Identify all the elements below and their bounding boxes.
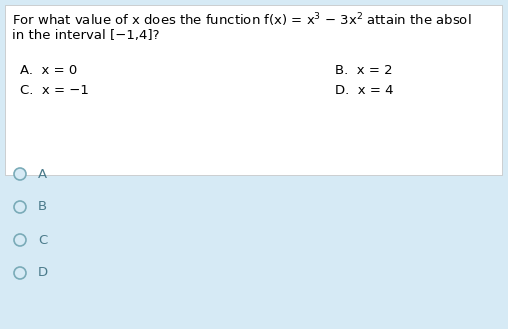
Circle shape	[14, 201, 26, 213]
Text: B.  x = 2: B. x = 2	[335, 64, 393, 77]
Circle shape	[14, 267, 26, 279]
FancyBboxPatch shape	[5, 5, 502, 175]
Text: in the interval [−1,4]?: in the interval [−1,4]?	[12, 29, 160, 42]
Circle shape	[14, 234, 26, 246]
Text: For what value of x does the function f(x) = x$^3$ $-$ 3x$^2$ attain the absol: For what value of x does the function f(…	[12, 11, 471, 29]
Text: C: C	[38, 234, 47, 246]
Circle shape	[14, 168, 26, 180]
Text: B: B	[38, 200, 47, 214]
Text: D: D	[38, 266, 48, 280]
Text: A.  x = 0: A. x = 0	[20, 64, 77, 77]
Text: D.  x = 4: D. x = 4	[335, 84, 394, 97]
Text: C.  x = −1: C. x = −1	[20, 84, 89, 97]
Text: A: A	[38, 167, 47, 181]
